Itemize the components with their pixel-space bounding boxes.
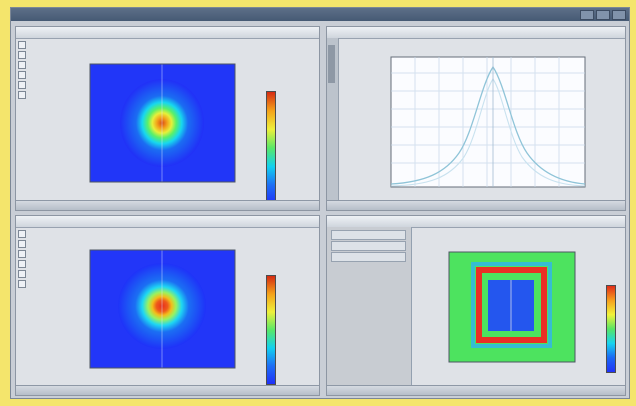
side-panel [327, 227, 412, 386]
intensity-spot [120, 79, 204, 167]
heatmap-plot [89, 63, 236, 183]
colorbar-icon [606, 285, 616, 373]
maximize-icon[interactable] [596, 10, 610, 20]
pan-tool-icon[interactable] [18, 250, 26, 258]
zoom-tool-icon[interactable] [18, 240, 26, 248]
field-ring [476, 267, 547, 343]
close-icon[interactable] [612, 10, 626, 20]
settings-tool-icon[interactable] [18, 270, 26, 278]
grid-tool-icon[interactable] [18, 260, 26, 268]
colorbar-icon [266, 91, 276, 205]
pointer-tool-icon[interactable] [18, 41, 26, 49]
pane-footer [327, 385, 625, 395]
window-buttons [580, 10, 626, 20]
zoom-tool-icon[interactable] [18, 51, 26, 59]
grid-tool-icon[interactable] [18, 71, 26, 79]
pane-header[interactable] [16, 27, 319, 39]
line-plot-area [390, 56, 586, 188]
pane-header[interactable] [16, 216, 319, 228]
heatmap-plot [89, 249, 236, 369]
title-bar[interactable] [11, 8, 629, 21]
application-window [10, 7, 630, 399]
pointer-tool-icon[interactable] [18, 230, 26, 238]
scrollbar-thumb[interactable] [328, 45, 335, 83]
minimize-icon[interactable] [580, 10, 594, 20]
intensity-spot [118, 263, 206, 349]
top-right-pane [326, 26, 626, 211]
pan-tool-icon[interactable] [18, 61, 26, 69]
top-left-pane [15, 26, 320, 211]
pane-footer [16, 385, 319, 395]
pane-footer [16, 200, 319, 210]
pane-header[interactable] [327, 216, 625, 228]
export-tool-icon[interactable] [18, 91, 26, 99]
colorbar-icon [266, 275, 276, 385]
field-outer-ring [471, 262, 552, 348]
export-tool-icon[interactable] [18, 280, 26, 288]
line-plot [390, 56, 586, 188]
bottom-left-pane [15, 215, 320, 396]
bottom-right-pane [326, 215, 626, 396]
pane-header[interactable] [327, 27, 625, 39]
side-panel-row[interactable] [331, 230, 406, 240]
side-panel-row[interactable] [331, 241, 406, 251]
settings-tool-icon[interactable] [18, 81, 26, 89]
side-panel-row[interactable] [331, 252, 406, 262]
field-plot [448, 251, 576, 363]
pane-footer [327, 200, 625, 210]
